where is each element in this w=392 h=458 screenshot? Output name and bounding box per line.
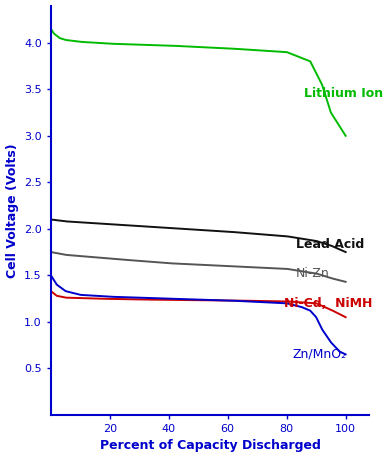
Text: Lead Acid: Lead Acid	[296, 238, 364, 251]
Text: Ni-Cd,  NiMH: Ni-Cd, NiMH	[284, 297, 372, 310]
Text: Lithium Ion: Lithium Ion	[304, 87, 383, 100]
X-axis label: Percent of Capacity Discharged: Percent of Capacity Discharged	[100, 439, 321, 453]
Text: Zn/MnO₂: Zn/MnO₂	[292, 348, 347, 361]
Y-axis label: Cell Voltage (Volts): Cell Voltage (Volts)	[5, 143, 18, 278]
Text: Ni-Zn: Ni-Zn	[296, 267, 329, 280]
